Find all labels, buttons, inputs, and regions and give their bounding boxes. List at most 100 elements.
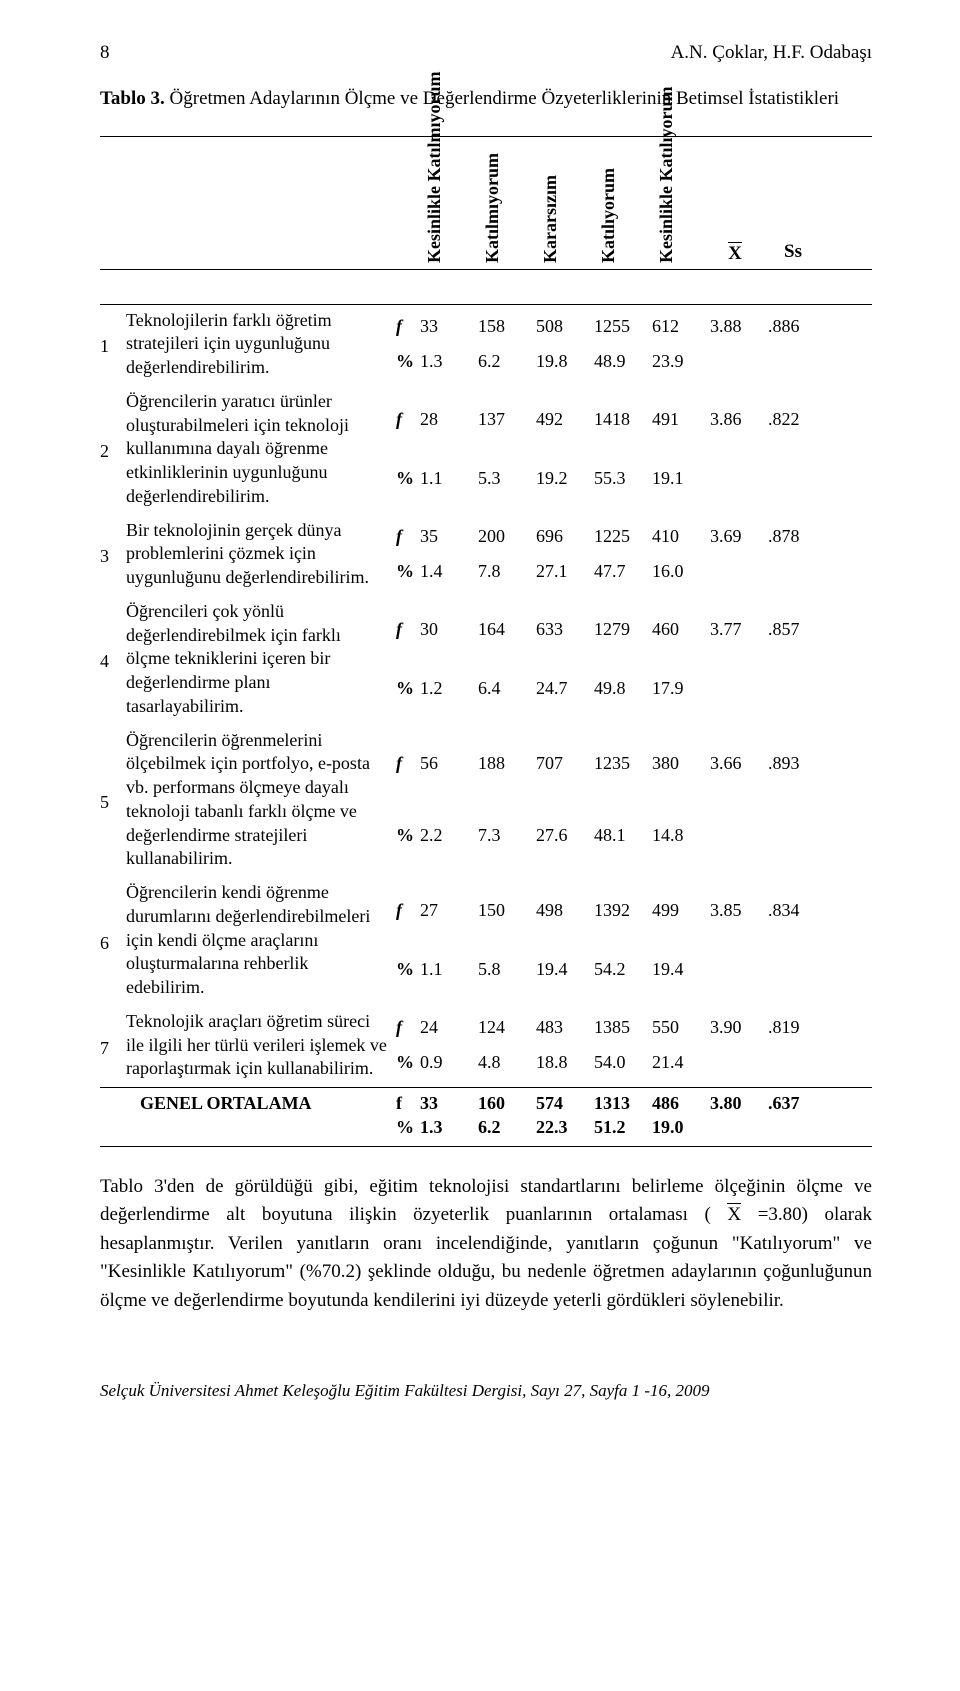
table-caption-number: Tablo 3.: [100, 88, 165, 109]
col-disagree: Katılmıyorum: [474, 147, 532, 263]
col-label: Kesinlikle Katılıyorum: [656, 86, 677, 263]
cell: 19.1: [648, 467, 706, 491]
xbar-symbol: X: [728, 244, 742, 263]
cell: 1235: [590, 752, 648, 776]
f-line: f2813749214184913.86.822: [396, 408, 872, 432]
pct-label: %: [396, 677, 416, 701]
overall-pct-line: % 1.3 6.2 22.3 51.2 19.0: [396, 1116, 872, 1140]
f-label: f: [396, 315, 416, 339]
cell: 164: [474, 618, 532, 642]
cell: 35: [416, 525, 474, 549]
pct-label: %: [396, 467, 416, 491]
row-index: 5: [100, 725, 120, 878]
col-label: Katılmıyorum: [482, 153, 503, 263]
cell: 188: [474, 752, 532, 776]
cell-sd: .819: [764, 1016, 822, 1040]
cell: 508: [532, 315, 590, 339]
cell: 24: [416, 1016, 474, 1040]
table-row: 6Öğrencilerin kendi öğrenme durumlarını …: [100, 877, 872, 1006]
row-statement: Öğrencilerin kendi öğrenme durumlarını d…: [120, 877, 396, 1006]
cell-sd: .822: [764, 408, 822, 432]
pct-line: %1.15.819.454.219.4: [396, 958, 872, 982]
cell: 483: [532, 1016, 590, 1040]
cell: 1.1: [416, 958, 474, 982]
cell: 47.7: [590, 560, 648, 584]
table-header-row: Kesinlikle Katılmıyorum Katılmıyorum Kar…: [100, 136, 872, 270]
f-line: f5618870712353803.66.893: [396, 752, 872, 776]
table-caption-text: Öğretmen Adaylarının Ölçme ve Değerlendi…: [165, 88, 839, 109]
col-strongly-agree: Kesinlikle Katılıyorum: [648, 147, 706, 263]
cell: 550: [648, 1016, 706, 1040]
f-label: f: [396, 618, 416, 642]
table-body: 1Teknolojilerin farklı öğretim stratejil…: [100, 305, 872, 1088]
cell: 7.8: [474, 560, 532, 584]
row-index: 7: [100, 1006, 120, 1087]
journal-footer: Selçuk Üniversitesi Ahmet Keleşoğlu Eğit…: [100, 1381, 872, 1401]
cell: 17.9: [648, 677, 706, 701]
pct-line: %0.94.818.854.021.4: [396, 1051, 872, 1075]
cell: 410: [648, 525, 706, 549]
cell-mean: 3.85: [706, 899, 764, 923]
cell: 27.6: [532, 824, 590, 848]
cell: 1313: [590, 1092, 648, 1116]
cell: 19.8: [532, 350, 590, 374]
f-line: f2412448313855503.90.819: [396, 1016, 872, 1040]
cell: 160: [474, 1092, 532, 1116]
cell: 492: [532, 408, 590, 432]
cell: 612: [648, 315, 706, 339]
f-label: f: [396, 525, 416, 549]
cell: 19.0: [648, 1116, 706, 1140]
cell: 24.7: [532, 677, 590, 701]
para-text-1: Tablo 3'den de görüldüğü gibi, eğitim te…: [100, 1176, 872, 1226]
cell: 33: [416, 315, 474, 339]
row-values: f3520069612254103.69.878%1.47.827.147.71…: [396, 515, 872, 596]
cell-sd: .834: [764, 899, 822, 923]
pct-line: %1.47.827.147.716.0: [396, 560, 872, 584]
cell: 7.3: [474, 824, 532, 848]
cell: 1.3: [416, 1116, 474, 1140]
cell: 380: [648, 752, 706, 776]
cell-sd: .878: [764, 525, 822, 549]
cell: 5.8: [474, 958, 532, 982]
pct-line: %1.15.319.255.319.1: [396, 467, 872, 491]
cell: 16.0: [648, 560, 706, 584]
cell: 498: [532, 899, 590, 923]
row-statement: Öğrencilerin yaratıcı ürünler oluşturabi…: [120, 386, 396, 515]
row-index: 4: [100, 596, 120, 725]
cell: 486: [648, 1092, 706, 1116]
row-values: f3016463312794603.77.857%1.26.424.749.81…: [396, 596, 872, 725]
xbar-inline: X: [727, 1205, 741, 1224]
col-sd: Ss: [764, 241, 822, 263]
cell-sd: .857: [764, 618, 822, 642]
overall-values: f 33 160 574 1313 486 3.80 .637 % 1.3 6.…: [396, 1088, 872, 1146]
cell: 49.8: [590, 677, 648, 701]
pct-label: %: [396, 350, 416, 374]
row-statement: Öğrencileri çok yönlü değerlendirebilmek…: [120, 596, 396, 725]
cell-mean: 3.86: [706, 408, 764, 432]
cell: 27: [416, 899, 474, 923]
cell: 33: [416, 1092, 474, 1116]
pct-line: %1.36.219.848.923.9: [396, 350, 872, 374]
page: 8 A.N. Çoklar, H.F. Odabaşı Tablo 3. Öğr…: [0, 0, 960, 1449]
col-label: Katılıyorum: [598, 168, 619, 263]
cell: 6.2: [474, 350, 532, 374]
row-values: f2412448313855503.90.819%0.94.818.854.02…: [396, 1006, 872, 1087]
cell: 1392: [590, 899, 648, 923]
f-label: f: [396, 752, 416, 776]
f-label: f: [396, 899, 416, 923]
pct-line: %1.26.424.749.817.9: [396, 677, 872, 701]
cell: 0.9: [416, 1051, 474, 1075]
overall-label: GENEL ORTALAMA: [100, 1088, 396, 1146]
row-index: 6: [100, 877, 120, 1006]
row-values: f5618870712353803.66.893%2.27.327.648.11…: [396, 725, 872, 878]
table-row: 1Teknolojilerin farklı öğretim stratejil…: [100, 305, 872, 386]
cell-sd: .637: [764, 1092, 822, 1116]
cell: 491: [648, 408, 706, 432]
cell: 19.2: [532, 467, 590, 491]
cell-mean: 3.69: [706, 525, 764, 549]
cell-sd: .886: [764, 315, 822, 339]
table-row: 2Öğrencilerin yaratıcı ürünler oluşturab…: [100, 386, 872, 515]
f-line: f2715049813924993.85.834: [396, 899, 872, 923]
header-gap: [100, 270, 872, 305]
pct-label: %: [396, 958, 416, 982]
